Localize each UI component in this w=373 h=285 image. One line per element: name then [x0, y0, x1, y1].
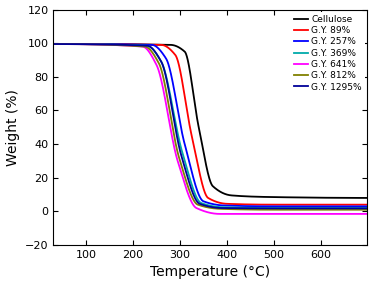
G.Y. 1295%: [204, 204, 209, 207]
G.Y. 812%: [356, 208, 361, 211]
Legend: Cellulose, G.Y. 89%, G.Y. 257%, G.Y. 369%, G.Y. 641%, G.Y. 812%, G.Y. 1295%: Cellulose, G.Y. 89%, G.Y. 257%, G.Y. 369…: [292, 12, 365, 94]
G.Y. 369%: [272, 206, 276, 210]
G.Y. 89%: [356, 203, 361, 206]
G.Y. 641%: [299, 212, 303, 216]
Cellulose: [298, 196, 303, 199]
G.Y. 369%: [356, 206, 361, 210]
G.Y. 1295%: [365, 207, 370, 210]
G.Y. 812%: [365, 208, 370, 211]
G.Y. 1295%: [272, 207, 276, 210]
G.Y. 369%: [195, 198, 200, 201]
G.Y. 1295%: [51, 42, 56, 46]
G.Y. 257%: [356, 205, 361, 208]
G.Y. 89%: [51, 42, 56, 46]
G.Y. 257%: [204, 201, 209, 204]
G.Y. 89%: [356, 203, 361, 206]
G.Y. 89%: [299, 203, 303, 206]
Y-axis label: Weight (%): Weight (%): [6, 89, 19, 166]
G.Y. 257%: [51, 42, 56, 46]
G.Y. 369%: [204, 203, 209, 206]
Line: G.Y. 369%: G.Y. 369%: [53, 44, 367, 208]
G.Y. 89%: [272, 203, 276, 206]
G.Y. 257%: [195, 191, 200, 194]
G.Y. 1295%: [67, 42, 72, 46]
Cellulose: [51, 42, 56, 46]
G.Y. 812%: [356, 208, 361, 211]
G.Y. 812%: [195, 203, 200, 206]
G.Y. 641%: [204, 210, 209, 213]
G.Y. 257%: [299, 205, 303, 208]
G.Y. 89%: [195, 163, 200, 166]
Cellulose: [365, 196, 370, 200]
G.Y. 641%: [356, 212, 361, 216]
Line: G.Y. 89%: G.Y. 89%: [53, 44, 367, 205]
G.Y. 257%: [67, 42, 72, 46]
Line: Cellulose: Cellulose: [53, 44, 367, 198]
G.Y. 812%: [299, 208, 303, 211]
G.Y. 812%: [204, 205, 209, 209]
G.Y. 369%: [365, 206, 370, 210]
Cellulose: [67, 42, 72, 46]
G.Y. 369%: [356, 206, 361, 210]
G.Y. 1295%: [299, 207, 303, 210]
Cellulose: [204, 164, 209, 167]
G.Y. 641%: [67, 42, 72, 46]
Cellulose: [356, 196, 361, 200]
Line: G.Y. 812%: G.Y. 812%: [53, 44, 367, 210]
G.Y. 369%: [51, 42, 56, 46]
G.Y. 89%: [365, 203, 370, 206]
G.Y. 89%: [67, 42, 72, 46]
G.Y. 641%: [51, 42, 56, 46]
G.Y. 257%: [365, 205, 370, 208]
Line: G.Y. 257%: G.Y. 257%: [53, 44, 367, 206]
G.Y. 369%: [299, 206, 303, 210]
G.Y. 641%: [356, 212, 361, 216]
G.Y. 369%: [67, 42, 72, 46]
G.Y. 257%: [272, 205, 276, 208]
G.Y. 641%: [218, 212, 222, 216]
G.Y. 812%: [67, 42, 72, 46]
G.Y. 1295%: [356, 207, 361, 210]
G.Y. 812%: [272, 208, 276, 211]
G.Y. 1295%: [195, 201, 200, 204]
Line: G.Y. 641%: G.Y. 641%: [53, 44, 367, 214]
G.Y. 1295%: [356, 207, 361, 210]
G.Y. 641%: [195, 207, 200, 210]
G.Y. 812%: [51, 42, 56, 46]
Cellulose: [356, 196, 360, 200]
G.Y. 257%: [356, 205, 361, 208]
G.Y. 89%: [204, 194, 209, 197]
Cellulose: [195, 121, 200, 124]
Line: G.Y. 1295%: G.Y. 1295%: [53, 44, 367, 208]
X-axis label: Temperature (°C): Temperature (°C): [150, 265, 270, 280]
G.Y. 641%: [365, 212, 370, 216]
